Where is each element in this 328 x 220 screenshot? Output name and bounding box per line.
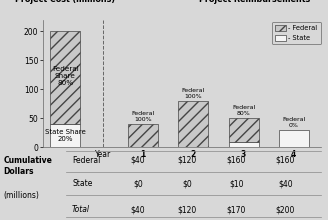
Text: $170: $170 [226,205,246,214]
Text: $0: $0 [133,179,143,188]
Text: $0: $0 [182,179,192,188]
Text: Federal
100%: Federal 100% [182,88,205,99]
Text: State Share
20%: State Share 20% [45,129,86,142]
Text: Total: Total [72,205,90,214]
Text: $120: $120 [177,156,196,165]
Bar [128,124,158,147]
Text: Federal
Share
80%: Federal Share 80% [52,66,79,86]
Text: Project Cost (millions): Project Cost (millions) [15,0,115,4]
Text: Federal
80%: Federal 80% [232,105,255,116]
Text: (millions): (millions) [3,191,39,200]
Text: State: State [72,179,92,188]
Text: $40: $40 [131,156,145,165]
Bar [279,130,309,147]
Text: $200: $200 [276,205,295,214]
Text: $160: $160 [226,156,246,165]
Text: $120: $120 [177,205,196,214]
Text: $40: $40 [278,179,293,188]
Text: $40: $40 [131,205,145,214]
Bar [50,124,80,147]
Bar [50,31,80,124]
Text: Federal
0%: Federal 0% [282,117,305,128]
Text: Cumulative
Dollars: Cumulative Dollars [3,156,52,176]
Text: Federal: Federal [72,156,101,165]
Text: Federal
100%: Federal 100% [132,111,155,122]
Bar [229,118,259,142]
Bar [229,142,259,147]
Text: Project Reimbursements: Project Reimbursements [199,0,310,4]
Text: $10: $10 [229,179,243,188]
Text: $160: $160 [276,156,295,165]
Legend: - Federal, - State: - Federal, - State [272,22,321,44]
Bar [178,101,208,147]
